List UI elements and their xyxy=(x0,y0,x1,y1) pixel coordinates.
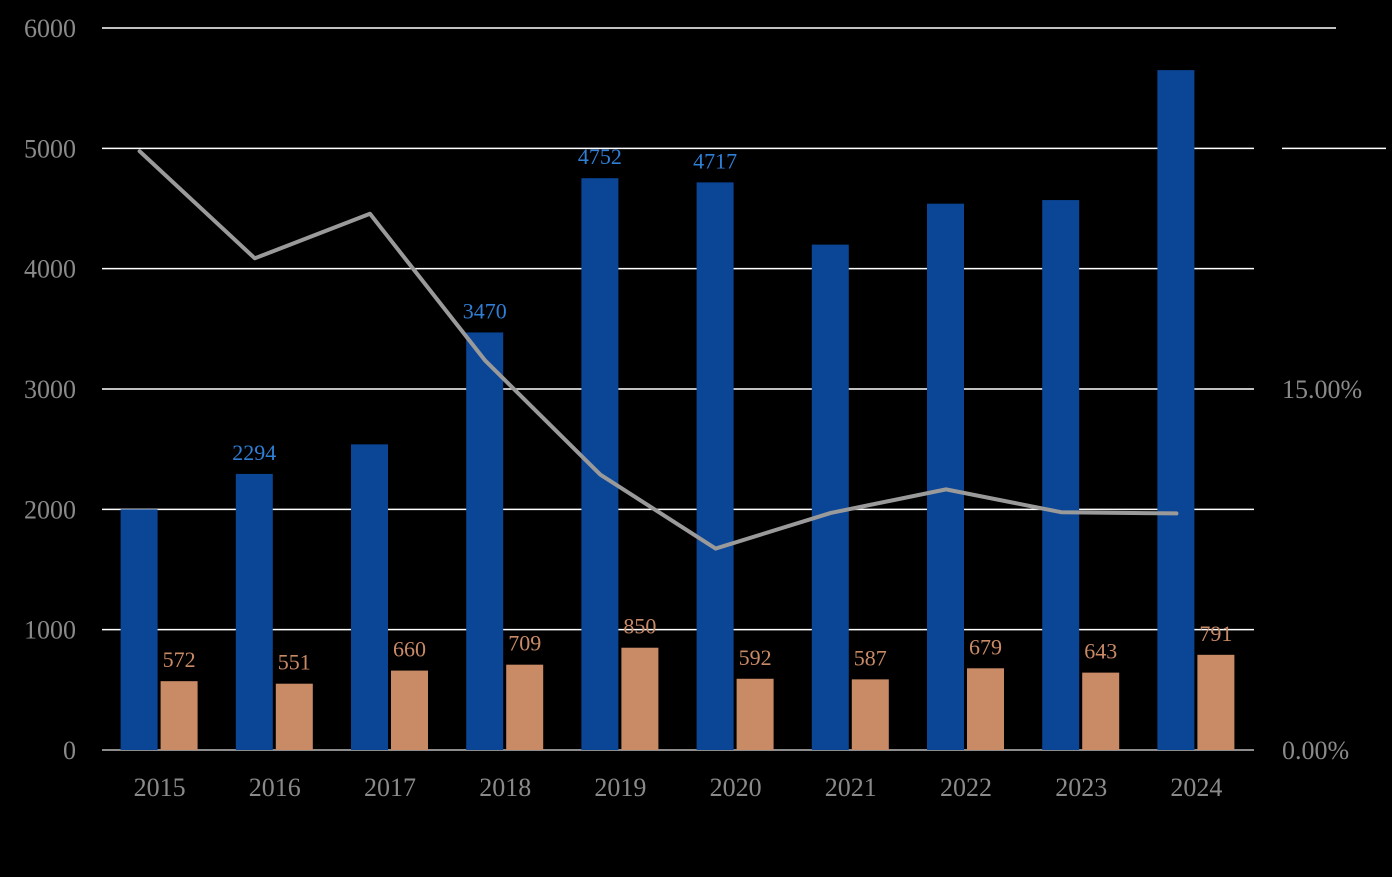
bar-series-2 xyxy=(736,678,774,750)
bar-series-2 xyxy=(391,670,428,750)
category-label: 2019 xyxy=(594,773,646,802)
bar-series-1 xyxy=(1157,70,1195,750)
category-axis: 2015 2016 2017 2018 2019 2020 2021 2022 2023 2024 xyxy=(134,773,1223,802)
left-tick-label: 6000 xyxy=(24,14,76,43)
bar-series-2 xyxy=(1082,672,1120,750)
data-label: 660 xyxy=(393,637,426,662)
data-label: 3470 xyxy=(463,298,507,323)
category-label: 2022 xyxy=(940,773,992,802)
data-label: 2294 xyxy=(232,440,276,465)
category-label: 2017 xyxy=(364,773,416,802)
left-axis-ticks: 0 1000 2000 3000 4000 5000 6000 xyxy=(24,14,76,765)
left-tick-label: 3000 xyxy=(24,375,76,404)
bar-series-1 xyxy=(696,182,734,750)
bar-series-1 xyxy=(811,244,849,750)
bar-series-2 xyxy=(851,679,889,750)
bar-series-1 xyxy=(120,509,158,750)
data-label: 679 xyxy=(969,634,1002,659)
bar-series-2 xyxy=(506,664,544,750)
bar-series-2 xyxy=(275,683,313,750)
data-label: 551 xyxy=(278,650,311,675)
gridlines xyxy=(102,27,1386,751)
right-axis-ticks: 0.00% 15.00% xyxy=(1282,375,1362,765)
bar-series-2 xyxy=(160,681,198,750)
left-tick-label: 4000 xyxy=(24,255,76,284)
data-label: 709 xyxy=(508,631,541,656)
data-label: 643 xyxy=(1084,639,1117,664)
right-tick-label: 15.00% xyxy=(1282,375,1362,404)
category-label: 2018 xyxy=(479,773,531,802)
category-label: 2023 xyxy=(1055,773,1107,802)
ratio-line xyxy=(137,149,1179,551)
line-series xyxy=(137,149,1179,551)
category-label: 2021 xyxy=(825,773,877,802)
bar-series-1 xyxy=(1042,200,1080,750)
bar-series-2 xyxy=(967,668,1004,750)
data-label: 572 xyxy=(163,647,196,672)
data-labels: 572 2294 551 660 3470 709 4752 850 4717 592 587 679… xyxy=(163,144,1233,675)
left-tick-label: 1000 xyxy=(24,616,76,645)
left-tick-label: 2000 xyxy=(24,495,76,524)
data-label: 592 xyxy=(739,645,772,670)
bar-series-1 xyxy=(927,203,964,751)
bar-series-1 xyxy=(466,332,504,750)
bar-series-1 xyxy=(351,444,388,750)
left-tick-label: 0 xyxy=(63,736,76,765)
data-label: 4752 xyxy=(578,144,622,169)
data-label: 587 xyxy=(854,645,887,670)
category-label: 2016 xyxy=(249,773,301,802)
bar-series-2 xyxy=(1197,654,1235,750)
bars xyxy=(120,70,1235,751)
left-tick-label: 5000 xyxy=(24,134,76,163)
category-label: 2024 xyxy=(1170,773,1222,802)
bar-series-1 xyxy=(235,473,273,750)
category-label: 2015 xyxy=(134,773,186,802)
data-label: 791 xyxy=(1199,621,1232,646)
data-label: 850 xyxy=(623,614,656,639)
category-label: 2020 xyxy=(710,773,762,802)
right-tick-label: 0.00% xyxy=(1282,736,1349,765)
bar-series-2 xyxy=(621,647,659,750)
data-label: 4717 xyxy=(693,148,737,173)
